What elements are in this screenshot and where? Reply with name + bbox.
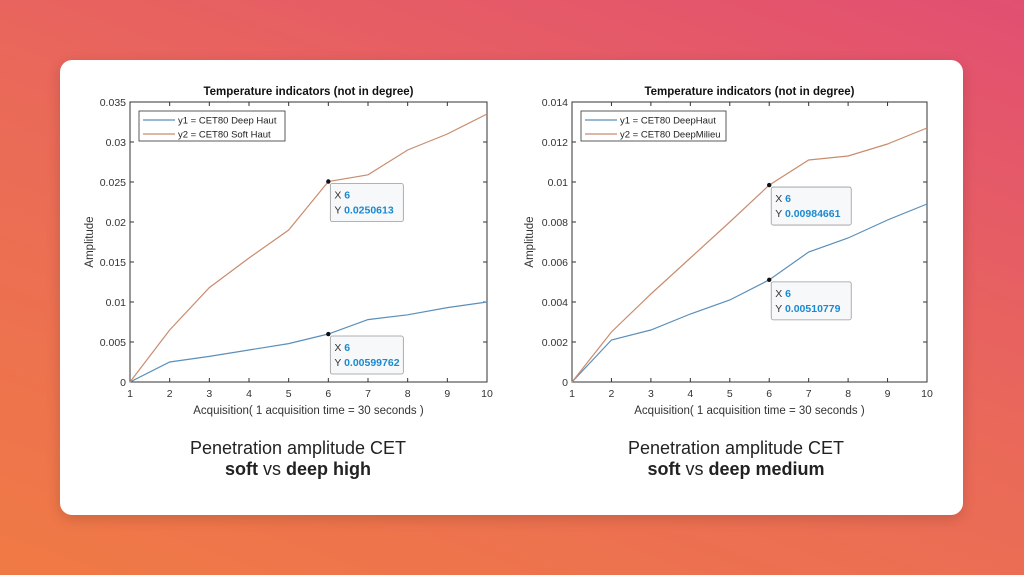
x-axis-label: Acquisition( 1 acquisition time = 30 sec… xyxy=(634,405,865,417)
caption-right: Penetration amplitude CET soft vs deep m… xyxy=(556,438,916,480)
caption-line1: Penetration amplitude CET xyxy=(189,438,407,458)
datatip-y-value: 0.00599762 xyxy=(344,357,400,369)
y-tick-label: 0.014 xyxy=(542,97,568,109)
datatip-x: X 6 xyxy=(775,288,791,300)
y-tick-label: 0.012 xyxy=(542,137,568,149)
x-tick-label: 2 xyxy=(609,388,615,400)
plot-area xyxy=(129,101,488,383)
legend-label: y2 = CET80 DeepMilieu xyxy=(620,130,721,141)
datatip-x: X 6 xyxy=(334,190,350,202)
datatip-y: Y 0.0250613 xyxy=(334,205,394,217)
legend-label: y1 = CET80 DeepHaut xyxy=(620,116,716,127)
y-tick-label: 0.02 xyxy=(106,217,127,229)
y-tick-label: 0 xyxy=(120,377,126,389)
datatip-marker xyxy=(326,179,331,184)
datatip-x-value: 6 xyxy=(785,193,791,205)
datatip-box xyxy=(329,335,404,375)
x-tick-label: 10 xyxy=(481,388,493,400)
series-line-2 xyxy=(571,127,928,383)
legend-box xyxy=(138,110,286,142)
datatip-x-value: 6 xyxy=(344,190,350,202)
chart-soft-vs-deep-high: Temperature indicators (not in degree) Ac… xyxy=(84,86,493,417)
y-tick-label: 0.025 xyxy=(100,177,126,189)
series-line-1 xyxy=(129,301,488,383)
x-tick-label: 6 xyxy=(325,388,331,400)
caption-left: Penetration amplitude CET soft vs deep h… xyxy=(118,438,478,480)
x-axis-label: Acquisition( 1 acquisition time = 30 sec… xyxy=(193,405,424,417)
x-tick-label: 10 xyxy=(921,388,933,400)
caption-vs: vs xyxy=(685,459,704,479)
series-line-2 xyxy=(129,113,488,383)
datatip-x-value: 6 xyxy=(344,342,350,354)
x-tick-label: 1 xyxy=(569,388,575,400)
x-tick-label: 4 xyxy=(687,388,693,400)
x-tick-label: 5 xyxy=(286,388,292,400)
datatip-x: X 6 xyxy=(775,193,791,205)
datatip-marker xyxy=(326,331,331,337)
y-tick-label: 0.002 xyxy=(542,337,568,349)
datatip-y-value: 0.00984661 xyxy=(785,208,841,220)
caption-bold1: soft xyxy=(224,459,258,479)
datatip-x-value: 6 xyxy=(785,288,791,300)
chart-soft-vs-deep-medium: Temperature indicators (not in degree) Ac… xyxy=(524,86,933,417)
chart-title: Temperature indicators (not in degree) xyxy=(203,86,413,98)
x-tick-label: 8 xyxy=(845,388,851,400)
caption-vs: vs xyxy=(263,459,281,479)
caption-bold2: deep medium xyxy=(708,459,825,479)
x-tick-label: 7 xyxy=(365,388,371,400)
datatip-y-value: 0.0250613 xyxy=(344,205,394,217)
y-tick-label: 0.01 xyxy=(106,297,127,309)
legend-label: y1 = CET80 Deep Haut xyxy=(178,116,277,127)
y-tick-label: 0.03 xyxy=(106,137,127,149)
chart-title: Temperature indicators (not in degree) xyxy=(644,86,854,98)
x-tick-label: 8 xyxy=(405,388,411,400)
y-axis-label: Amplitude xyxy=(524,216,536,267)
y-tick-label: 0 xyxy=(562,377,568,389)
y-tick-label: 0.01 xyxy=(548,177,569,189)
datatip-x: X 6 xyxy=(334,342,350,354)
caption-bold1: soft xyxy=(647,459,681,479)
x-tick-label: 6 xyxy=(766,388,772,400)
x-tick-label: 5 xyxy=(727,388,733,400)
series-line-1 xyxy=(571,203,928,383)
legend-box xyxy=(580,110,727,142)
y-tick-label: 0.008 xyxy=(542,217,568,229)
x-tick-label: 4 xyxy=(246,388,252,400)
x-tick-label: 9 xyxy=(444,388,450,400)
datatip-box xyxy=(770,281,852,321)
y-tick-label: 0.015 xyxy=(100,257,126,269)
x-tick-label: 7 xyxy=(806,388,812,400)
x-tick-label: 3 xyxy=(206,388,212,400)
datatip-marker xyxy=(767,182,772,188)
datatip-y: Y 0.00599762 xyxy=(334,357,399,369)
datatip-box xyxy=(770,186,852,226)
datatip-y: Y 0.00984661 xyxy=(775,208,840,220)
y-axis-label: Amplitude xyxy=(84,216,96,267)
x-tick-label: 3 xyxy=(648,388,654,400)
datatip-marker xyxy=(767,277,772,283)
plot-area xyxy=(571,101,928,383)
datatip-box xyxy=(329,183,404,222)
x-tick-label: 1 xyxy=(127,388,133,400)
y-tick-label: 0.006 xyxy=(542,257,568,269)
datatip-y-value: 0.00510779 xyxy=(785,303,841,315)
datatip-y: Y 0.00510779 xyxy=(775,303,840,315)
caption-bold2: deep high xyxy=(286,459,372,479)
x-tick-label: 2 xyxy=(167,388,173,400)
x-tick-label: 9 xyxy=(885,388,891,400)
caption-line1: Penetration amplitude CET xyxy=(627,438,845,458)
y-tick-label: 0.035 xyxy=(100,97,126,109)
legend-label: y2 = CET80 Soft Haut xyxy=(178,130,271,141)
y-tick-label: 0.004 xyxy=(542,297,568,309)
y-tick-label: 0.005 xyxy=(100,337,126,349)
